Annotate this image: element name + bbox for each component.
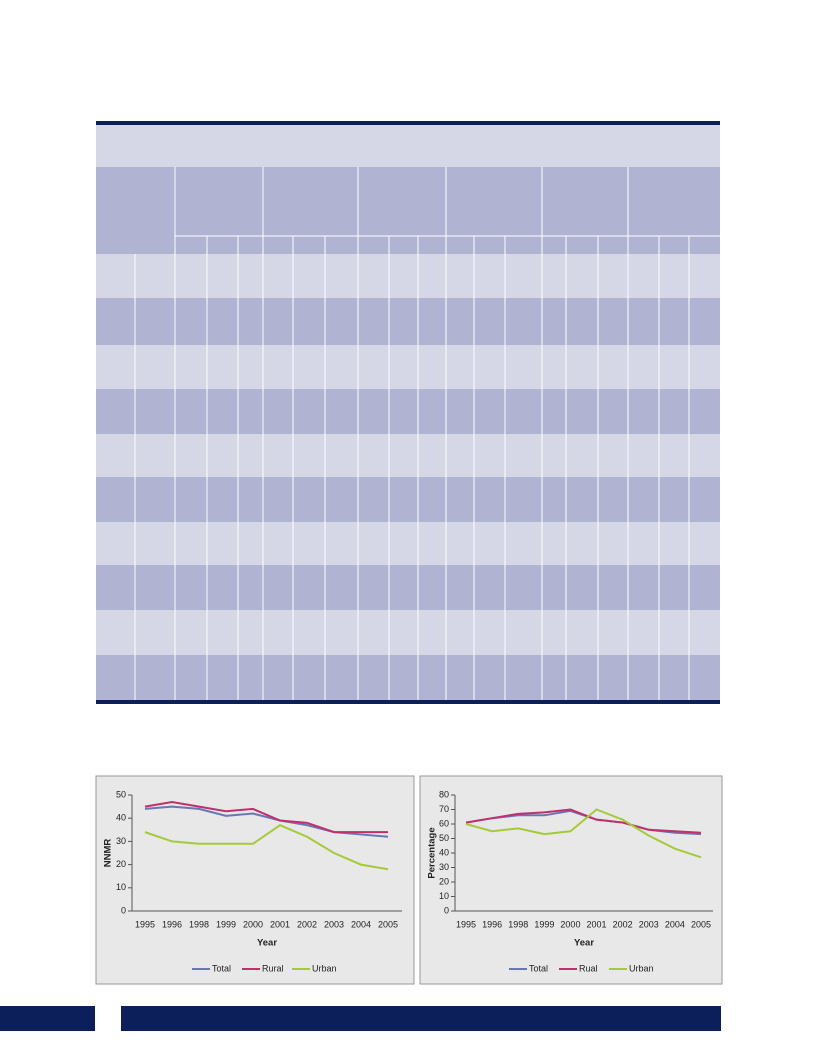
x-tick-label: 1998 — [508, 919, 528, 929]
x-tick-label: 1995 — [135, 919, 155, 929]
y-tick-label: 20 — [439, 876, 449, 886]
y-tick-label: 60 — [439, 818, 449, 828]
chart-frame — [419, 775, 723, 985]
series-line — [465, 808, 702, 859]
table-row — [96, 345, 720, 389]
x-tick-label: 2001 — [587, 919, 607, 929]
y-tick-label: 80 — [439, 789, 449, 799]
x-tick-label: 2001 — [270, 919, 290, 929]
chart-frame — [95, 775, 415, 985]
y-tick-label: 40 — [116, 813, 126, 823]
table-row — [96, 610, 720, 655]
table-row — [96, 477, 720, 522]
y-tick-label: 10 — [439, 891, 449, 901]
y-tick-label: 0 — [444, 905, 449, 915]
table-rule — [96, 121, 720, 125]
series-line — [465, 808, 702, 834]
x-tick-label: 2002 — [297, 919, 317, 929]
legend-label: Rural — [262, 963, 284, 973]
legend-label: Rual — [579, 963, 598, 973]
y-axis-title: Percentage — [427, 827, 438, 878]
x-tick-label: 2005 — [378, 919, 398, 929]
legend-label: Urban — [629, 963, 654, 973]
x-tick-label: 1996 — [162, 919, 182, 929]
x-tick-label: 2003 — [639, 919, 659, 929]
y-tick-label: 20 — [116, 859, 126, 869]
y-tick-label: 70 — [439, 804, 449, 814]
table-header — [96, 125, 720, 167]
series-line — [144, 805, 389, 838]
x-axis-title: Year — [257, 938, 277, 949]
x-tick-label: 1998 — [189, 919, 209, 929]
table-row — [96, 522, 720, 565]
table-row — [96, 298, 720, 345]
x-tick-label: 1996 — [482, 919, 502, 929]
table-row — [96, 254, 720, 298]
footer-bar — [121, 1006, 721, 1031]
table-rule — [96, 700, 720, 704]
table-row — [96, 389, 720, 434]
x-tick-label: 2005 — [691, 919, 711, 929]
x-tick-label: 2002 — [613, 919, 633, 929]
y-tick-label: 50 — [116, 789, 126, 799]
y-tick-label: 40 — [439, 847, 449, 857]
y-tick-label: 30 — [439, 862, 449, 872]
table-row — [96, 655, 720, 701]
x-axis-title: Year — [574, 938, 594, 949]
x-tick-label: 1995 — [456, 919, 476, 929]
y-tick-label: 30 — [116, 836, 126, 846]
y-tick-label: 0 — [121, 905, 126, 915]
x-tick-label: 1999 — [216, 919, 236, 929]
x-tick-label: 2004 — [351, 919, 371, 929]
y-tick-label: 10 — [116, 882, 126, 892]
series-line — [144, 824, 389, 871]
table-row — [96, 565, 720, 610]
table-header — [96, 167, 720, 254]
series-line — [144, 800, 388, 834]
y-tick-label: 50 — [439, 833, 449, 843]
x-tick-label: 2000 — [560, 919, 580, 929]
table-row — [96, 434, 720, 477]
legend-label: Urban — [312, 963, 337, 973]
footer-bar — [0, 1006, 95, 1031]
x-tick-label: 2004 — [665, 919, 685, 929]
x-tick-label: 1999 — [534, 919, 554, 929]
x-tick-label: 2003 — [324, 919, 344, 929]
y-axis-title: NNMR — [103, 839, 114, 868]
legend-label: Total — [212, 963, 231, 973]
x-tick-label: 2000 — [243, 919, 263, 929]
legend-label: Total — [529, 963, 548, 973]
